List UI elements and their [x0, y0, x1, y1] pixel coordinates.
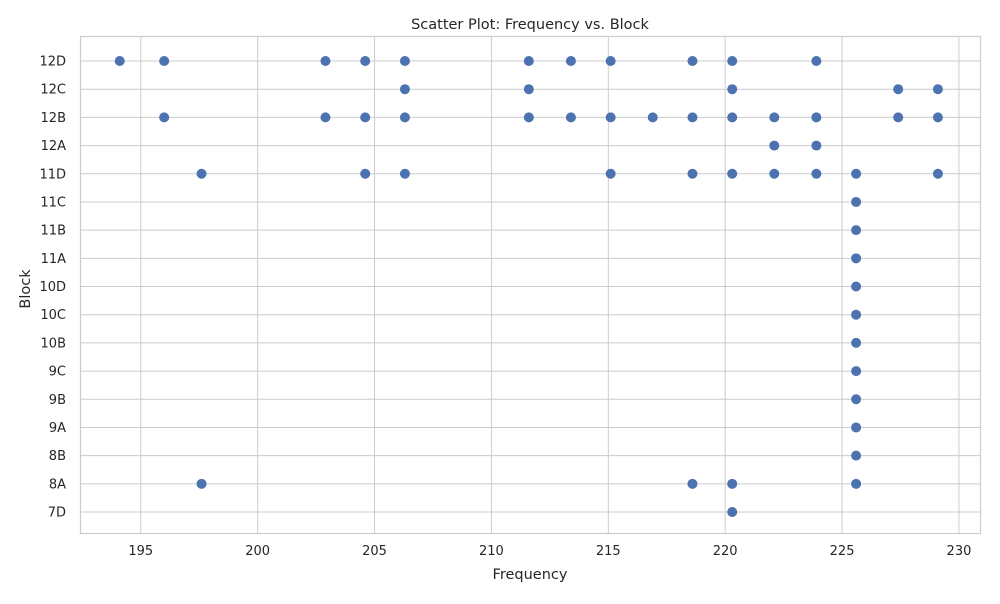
scatter-point — [320, 56, 331, 66]
data-points — [114, 56, 943, 517]
scatter-point — [769, 140, 780, 151]
scatter-point — [932, 112, 943, 123]
scatter-point — [159, 56, 170, 66]
scatter-point — [196, 478, 207, 489]
x-tick-label: 230 — [947, 544, 972, 559]
scatter-point — [893, 84, 904, 95]
scatter-point — [687, 478, 698, 489]
scatter-point — [647, 112, 658, 123]
scatter-point — [320, 112, 331, 123]
scatter-point — [687, 112, 698, 123]
y-tick-label: 12D — [39, 55, 66, 70]
scatter-point — [811, 112, 822, 123]
scatter-point — [851, 450, 862, 461]
plot-area-frame — [79, 35, 982, 535]
scatter-point — [851, 337, 862, 348]
scatter-point — [159, 112, 170, 123]
scatter-point — [565, 56, 576, 66]
x-axis-label: Frequency — [493, 567, 568, 583]
scatter-point — [851, 366, 862, 377]
scatter-point — [932, 168, 943, 179]
scatter-point — [360, 168, 371, 179]
y-tick-label: 12A — [41, 139, 67, 154]
scatter-point — [851, 309, 862, 320]
x-tick-label: 220 — [713, 544, 738, 559]
y-tick-label: 11D — [39, 167, 66, 182]
y-tick-label: 8B — [49, 449, 66, 464]
scatter-point — [769, 112, 780, 123]
x-tick-label: 225 — [830, 544, 855, 559]
x-tick-label: 200 — [245, 544, 270, 559]
scatter-point — [114, 56, 125, 66]
y-tick-label: 11A — [41, 252, 67, 267]
scatter-point — [893, 112, 904, 123]
scatter-point — [932, 84, 943, 95]
scatter-point — [851, 422, 862, 433]
scatter-point — [851, 253, 862, 264]
scatter-point — [399, 168, 410, 179]
scatter-point — [769, 168, 780, 179]
scatter-point — [851, 196, 862, 207]
scatter-point — [523, 84, 534, 95]
scatter-point — [399, 84, 410, 95]
y-tick-label: 9A — [49, 421, 66, 436]
scatter-point — [727, 168, 738, 179]
scatter-point — [565, 112, 576, 123]
scatter-point — [811, 140, 822, 151]
scatter-point — [605, 168, 616, 179]
scatter-point — [851, 478, 862, 489]
scatter-point — [360, 112, 371, 123]
scatter-point — [727, 84, 738, 95]
y-tick-label: 12B — [41, 111, 66, 126]
scatter-point — [523, 112, 534, 123]
y-tick-label: 10D — [39, 280, 66, 295]
scatter-point — [851, 281, 862, 292]
chart-title: Scatter Plot: Frequency vs. Block — [411, 17, 649, 33]
scatter-point — [523, 56, 534, 66]
y-tick-label: 11B — [41, 224, 66, 239]
scatter-point — [851, 394, 862, 405]
y-tick-label: 9B — [49, 393, 66, 408]
y-tick-label: 8A — [49, 477, 66, 492]
x-tick-label: 205 — [362, 544, 387, 559]
scatter-point — [399, 56, 410, 66]
y-tick-label: 7D — [48, 506, 66, 521]
y-tick-label: 10B — [41, 336, 66, 351]
y-axis-label: Block — [18, 269, 34, 309]
y-tick-label: 10C — [40, 308, 66, 323]
y-tick-labels: 7D 8A 8B 9A 9B 9C 10B 10C 10D 11A 11B 11C 11D 12A 12B 1… — [39, 55, 66, 521]
scatter-point — [687, 56, 698, 66]
scatter-point — [811, 56, 822, 66]
scatter-point — [727, 112, 738, 123]
scatter-point — [399, 112, 410, 123]
x-tick-label: 195 — [128, 544, 153, 559]
scatter-point — [727, 478, 738, 489]
x-tick-label: 215 — [596, 544, 621, 559]
scatter-point — [727, 56, 738, 66]
scatter-point — [196, 168, 207, 179]
scatter-point — [851, 225, 862, 236]
scatter-point — [811, 168, 822, 179]
x-tick-label: 210 — [479, 544, 504, 559]
y-tick-label: 11C — [40, 195, 66, 210]
scatter-point — [605, 56, 616, 66]
scatter-point — [605, 112, 616, 123]
y-tick-label: 9C — [49, 365, 66, 380]
scatter-point — [727, 507, 738, 517]
scatter-point — [851, 168, 862, 179]
y-tick-label: 12C — [40, 83, 66, 98]
scatter-point — [360, 56, 371, 66]
x-tick-labels: 195 200 205 210 215 220 225 230 — [128, 544, 971, 559]
scatter-point — [687, 168, 698, 179]
